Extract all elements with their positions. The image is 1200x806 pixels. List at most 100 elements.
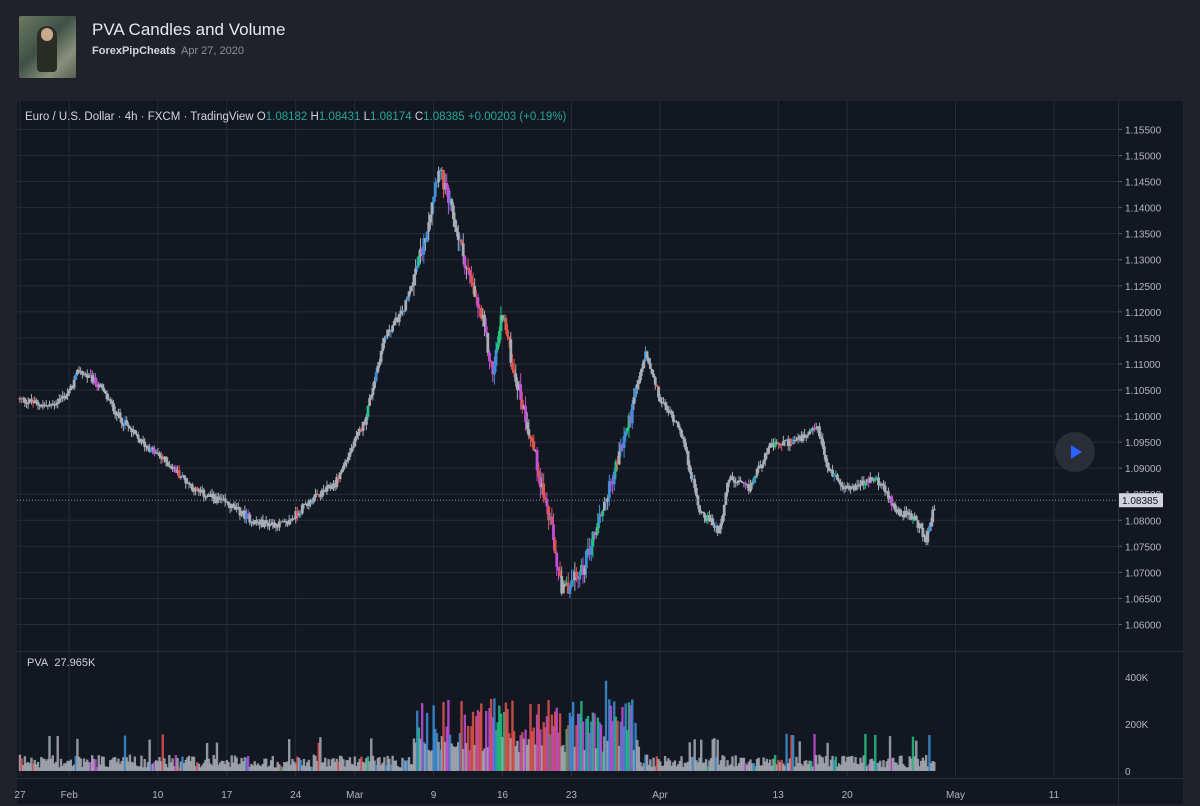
idea-header: PVA Candles and Volume ForexPipCheats Ap…: [0, 0, 1200, 96]
volume-bar: [834, 756, 838, 771]
volume-bar: [624, 703, 627, 771]
candle-body: [683, 438, 687, 447]
candle-body: [41, 404, 45, 407]
volume-bar: [256, 763, 260, 771]
volume-bar: [767, 762, 770, 771]
volume-bar: [68, 761, 71, 771]
candle-body: [217, 496, 220, 500]
volume-bar: [596, 717, 600, 771]
author-name[interactable]: ForexPipCheats: [92, 45, 176, 57]
candle-body: [645, 351, 649, 359]
candle-body: [914, 516, 918, 521]
volume-bar: [232, 762, 235, 771]
candle-body: [883, 485, 887, 493]
candle-body: [671, 414, 675, 422]
volume-bar: [663, 755, 667, 771]
candle-body: [107, 399, 111, 401]
candle-body: [135, 433, 138, 435]
volume-bar: [668, 760, 672, 771]
volume-bar: [299, 759, 302, 771]
volume-bar: [585, 718, 588, 771]
volume-bar: [307, 759, 311, 771]
volume-bar: [122, 757, 125, 771]
play-button[interactable]: [1055, 432, 1095, 472]
volume-bar: [84, 761, 87, 771]
volume-bar: [397, 767, 401, 771]
volume-bar: [79, 758, 82, 771]
volume-bar: [741, 758, 744, 771]
price-tick-label: 1.08000: [1125, 516, 1162, 527]
volume-bar: [432, 705, 435, 771]
candle-body: [824, 454, 828, 463]
volume-bar: [76, 738, 79, 771]
volume-bar: [209, 763, 212, 771]
volume-bar: [457, 742, 460, 771]
price-axis-panel[interactable]: [1119, 101, 1183, 804]
time-tick-label: 24: [290, 790, 302, 801]
candle-body: [246, 513, 250, 515]
volume-bar: [210, 765, 214, 771]
candle-body: [273, 522, 276, 528]
candle-body: [670, 411, 674, 415]
volume-bar: [345, 760, 348, 771]
volume-bar: [199, 767, 202, 771]
candle-body: [445, 182, 449, 189]
volume-bar: [138, 766, 141, 771]
volume-bar: [143, 759, 146, 771]
candle-body: [839, 482, 843, 486]
candle-body: [318, 494, 322, 497]
volume-bar: [445, 726, 448, 771]
candle-body: [913, 516, 917, 520]
volume-bar: [330, 759, 334, 771]
volume-bar: [253, 761, 256, 771]
pva-name: PVA: [27, 657, 49, 669]
volume-bar: [713, 738, 716, 771]
candle-body: [703, 513, 706, 518]
volume-bar: [567, 725, 570, 771]
candle-body: [433, 182, 437, 197]
candle-body: [864, 482, 867, 486]
candle-body: [174, 467, 178, 473]
candle-body: [202, 489, 206, 497]
volume-bar: [764, 761, 767, 771]
candle-body: [757, 465, 761, 469]
price-tick-label: 1.15000: [1125, 152, 1162, 163]
candle-body: [852, 486, 856, 491]
candle-body: [540, 483, 544, 488]
candle-body: [578, 572, 582, 580]
volume-bar: [132, 762, 135, 771]
candle-body: [847, 485, 851, 490]
volume-bar: [401, 757, 404, 771]
candle-body: [48, 404, 51, 406]
volume-bar: [358, 758, 361, 771]
chart-pane[interactable]: [17, 101, 1119, 804]
volume-bar: [77, 756, 81, 771]
candle-body: [898, 509, 902, 516]
author-avatar[interactable]: [19, 16, 76, 78]
volume-bar: [396, 765, 399, 771]
volume-bar: [672, 762, 675, 771]
volume-bar: [524, 729, 527, 771]
volume-bar: [150, 764, 153, 771]
candle-body: [98, 384, 102, 387]
volume-bar: [310, 766, 314, 771]
candle-body: [841, 485, 844, 488]
volume-bar: [104, 766, 107, 771]
candle-body: [451, 205, 455, 220]
candle-body: [212, 493, 216, 499]
candle-body: [793, 440, 797, 442]
candle-body: [515, 381, 519, 390]
volume-bar: [376, 758, 380, 771]
candle-body: [873, 477, 877, 481]
price-tick-label: 1.15500: [1125, 125, 1162, 136]
candle-body: [634, 388, 637, 398]
candle-body: [448, 199, 452, 203]
candle-body: [23, 398, 27, 403]
candle-body: [826, 462, 830, 468]
volume-bar: [777, 759, 780, 771]
volume-bar: [237, 764, 240, 771]
candle-body: [338, 472, 342, 480]
idea-title[interactable]: PVA Candles and Volume: [92, 20, 286, 39]
volume-bar: [327, 759, 330, 771]
volume-bar: [314, 755, 317, 771]
